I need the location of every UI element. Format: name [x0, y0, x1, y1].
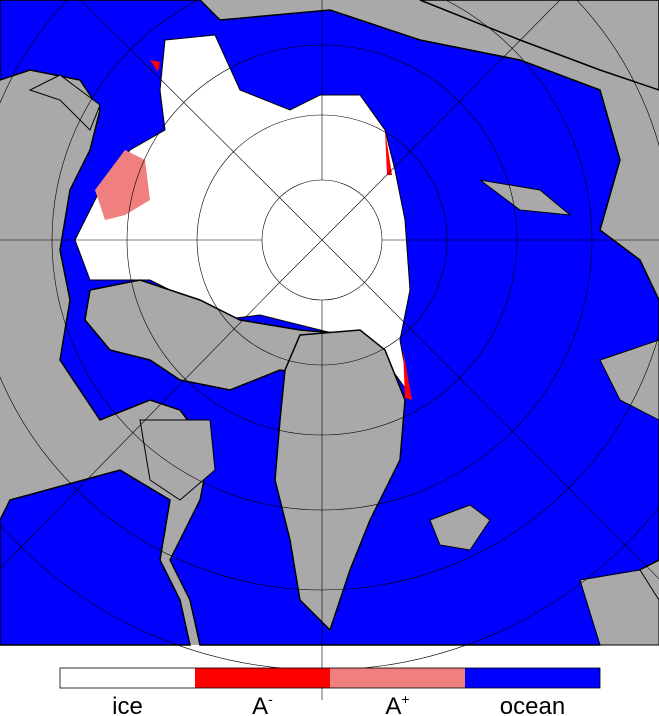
legend: ice A- A+ ocean	[59, 667, 601, 716]
land	[139, 419, 216, 501]
legend-swatch	[60, 668, 195, 688]
legend-frame	[59, 667, 601, 689]
land	[479, 179, 572, 216]
legend-swatch	[330, 668, 465, 688]
legend-label: A-	[252, 691, 273, 716]
land	[419, 0, 659, 91]
land	[599, 339, 659, 421]
ocean-region	[0, 469, 191, 646]
legend-label-text: A	[385, 693, 401, 716]
legend-swatch	[465, 668, 600, 688]
legend-label-sup: +	[401, 691, 409, 707]
land	[429, 504, 491, 551]
legend-label-text: ocean	[500, 693, 565, 716]
legend-swatch	[195, 668, 330, 688]
ice-anomaly-plus	[95, 150, 150, 220]
legend-label: A+	[385, 691, 409, 716]
legend-label-text: A	[252, 693, 268, 716]
land	[28, 74, 101, 131]
legend-label: ocean	[500, 693, 565, 716]
legend-label-sup: -	[268, 691, 273, 707]
land	[579, 569, 659, 646]
legend-label-text: ice	[112, 693, 143, 716]
legend-label: ice	[112, 693, 143, 716]
map	[0, 0, 659, 700]
